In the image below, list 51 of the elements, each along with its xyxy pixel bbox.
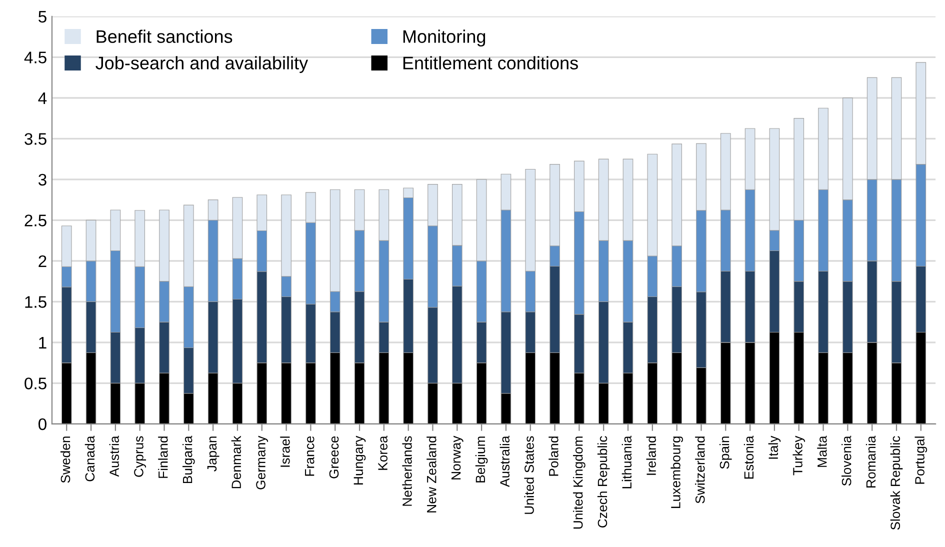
y-tick-label: 5 [38, 10, 46, 23]
x-tick-label: Belgium [475, 436, 488, 482]
x-tick-label: Slovak Republic [890, 436, 903, 530]
x-tick-label: Canada [84, 436, 95, 482]
x-tick-label: Norway [451, 436, 464, 480]
y-tick-label: 4 [38, 92, 47, 104]
x-tick-label: Turkey [792, 436, 806, 476]
y-tick-label: 3.5 [24, 133, 46, 145]
x-tick-label: Malta [817, 436, 827, 467]
y-tick-label: 1.5 [25, 296, 46, 308]
x-tick-label: Poland [548, 436, 558, 476]
x-tick-label: Germany [256, 436, 268, 490]
x-tick-label: Japan [207, 436, 220, 472]
x-tick-label: Italy [768, 436, 781, 459]
y-tick-label: 1 [39, 336, 46, 348]
x-tick-label: Hungary [354, 436, 366, 485]
x-tick-label: Spain [719, 436, 732, 469]
legend-label: Benefit sanctions [96, 30, 232, 43]
x-tick-label: Switzerland [695, 436, 705, 504]
legend-label: Job-search and availability [96, 56, 308, 74]
x-tick-label: Finland [158, 436, 168, 478]
x-tick-label: Bulgaria [182, 436, 195, 484]
x-tick-label: Portugal [914, 436, 928, 484]
x-tick-label: Romania [866, 436, 876, 488]
x-tick-label: Denmark [231, 436, 242, 488]
y-tick-label: 2.5 [24, 214, 46, 226]
y-tick-label: 0.5 [24, 378, 46, 390]
x-tick-label: Israel [280, 436, 290, 467]
x-tick-label: United States [524, 436, 534, 514]
x-tick-label: Australia [500, 436, 510, 488]
y-tick-label: 0 [38, 418, 46, 430]
x-tick-label: New Zealand [426, 436, 436, 512]
x-tick-label: Estonia [744, 436, 754, 479]
x-tick-label: France [305, 436, 314, 476]
x-tick-label: United Kingdom [573, 436, 586, 529]
x-tick-label: Czech Republic [597, 436, 610, 528]
y-tick-label: 3 [38, 174, 46, 186]
x-tick-label: Ireland [646, 436, 656, 475]
x-tick-label: Lithuania [622, 436, 632, 488]
x-tick-label: Sweden [60, 436, 70, 483]
y-tick-label: 4.5 [24, 52, 46, 64]
x-tick-label: Slovenia [842, 436, 852, 486]
x-tick-label: Austria [109, 436, 119, 477]
x-tick-label: Korea [378, 436, 388, 470]
x-tick-label: Netherlands [402, 436, 412, 506]
legend-label: Monitoring [403, 30, 486, 47]
legend-label: Entitlement conditions [403, 56, 578, 70]
x-tick-label: Greece [329, 436, 339, 478]
x-tick-label: Cyprus [134, 436, 146, 477]
x-tick-label: Luxembourg [670, 436, 683, 508]
y-tick-label: 2 [38, 255, 46, 267]
